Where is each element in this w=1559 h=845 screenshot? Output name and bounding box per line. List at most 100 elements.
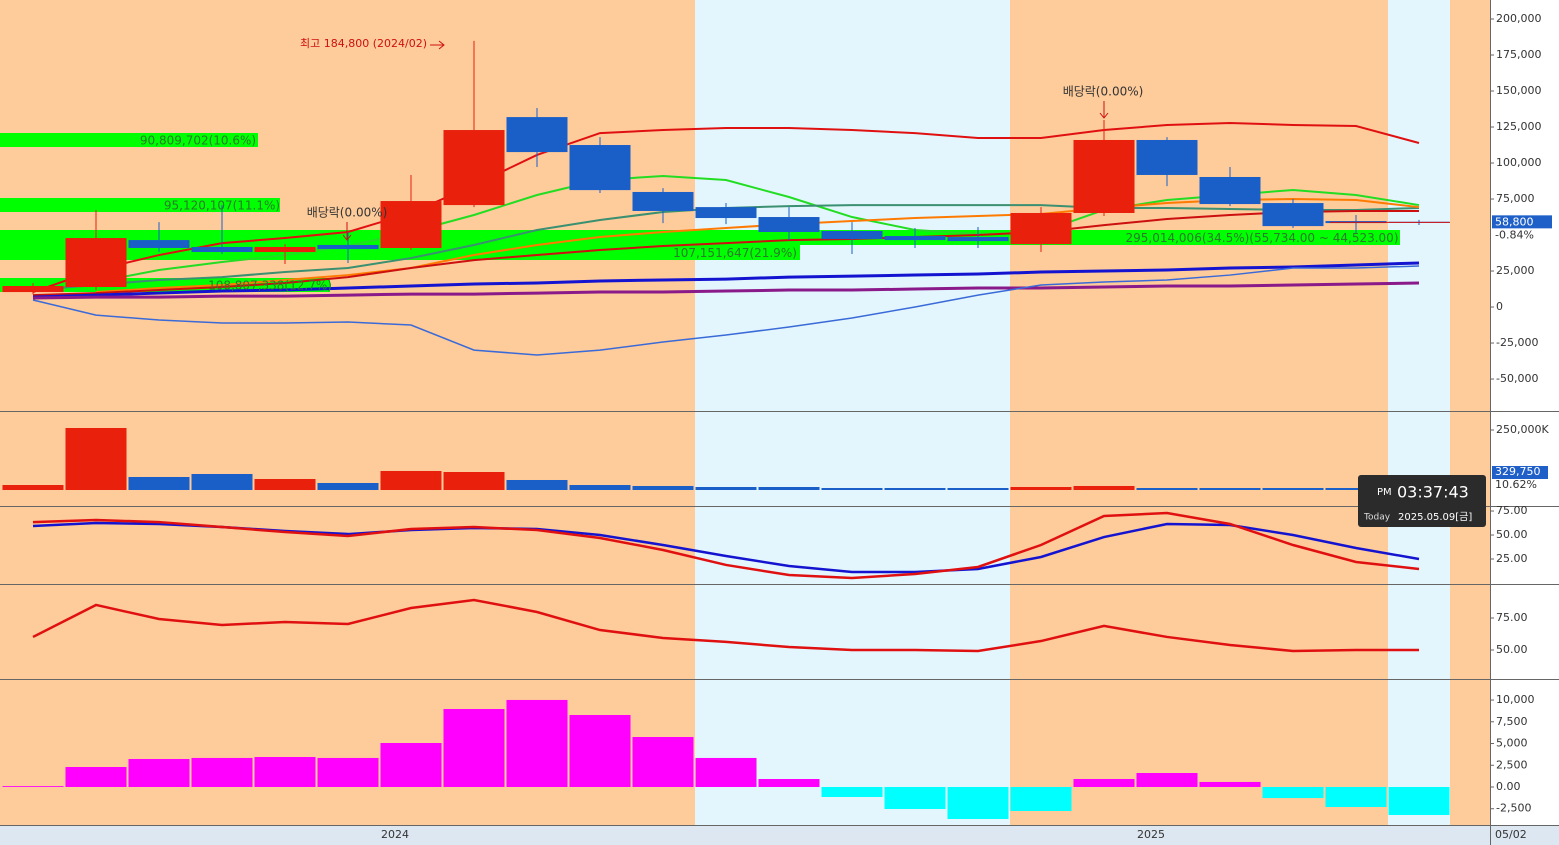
bar [254, 479, 316, 490]
bar [506, 479, 568, 490]
candle-body [1262, 203, 1324, 227]
bar [1136, 773, 1198, 787]
candle-body [1136, 139, 1198, 175]
last-price-badge [1492, 215, 1552, 229]
candle-body [632, 191, 694, 211]
y-tick-label: -25,000 [1496, 336, 1538, 349]
bar [1388, 787, 1450, 815]
bar [1136, 488, 1198, 490]
y-tick-label: 7,500 [1496, 715, 1528, 728]
bar [254, 757, 316, 787]
candle-body [191, 246, 253, 253]
y-tick-label: 50.00 [1496, 528, 1528, 541]
bar [506, 699, 568, 787]
bar [632, 737, 694, 787]
bar [1073, 779, 1135, 787]
y-tick-label: 10,000 [1496, 693, 1535, 706]
moving-average [32, 265, 1420, 356]
moving-average [95, 174, 1420, 283]
y-tick-label: 200,000 [1496, 12, 1542, 25]
bar [884, 488, 946, 490]
annotation-arrow [342, 222, 352, 241]
volume-profile-label: 108,807,338(12.7%) [208, 279, 332, 293]
candle-body [254, 246, 316, 253]
annotation-arrow [430, 40, 445, 50]
y-tick-label: 75,000 [1496, 192, 1535, 205]
candle-body [1199, 176, 1261, 205]
bar [2, 786, 64, 787]
bar [380, 470, 442, 490]
volume-profile-label: 107,151,647(21.9%) [673, 246, 797, 260]
clock-date: 2025.05.09[금] [1398, 511, 1472, 523]
bar [65, 428, 127, 490]
annotation-arrow [1099, 101, 1109, 119]
bar [632, 485, 694, 490]
candle-body [695, 207, 757, 219]
annotation: 배당락(0.00%) [307, 206, 388, 220]
volume-badge [1492, 466, 1548, 479]
y-tick-label: 5,000 [1496, 737, 1528, 750]
last-price-label: 58,800 [1495, 215, 1534, 228]
bar [128, 759, 190, 787]
bar [695, 487, 757, 490]
bar [2, 485, 64, 490]
volume-profile-label: 95,120,107(11.1%) [164, 199, 280, 213]
bar [947, 787, 1009, 819]
bar [1010, 487, 1072, 490]
volume-profile-bar [0, 133, 258, 147]
y-tick-label: 75.00 [1496, 611, 1528, 624]
y-axis: 75.00 50.00 25.00 [1490, 504, 1528, 565]
y-tick-label: -2,500 [1496, 802, 1531, 815]
bar [758, 779, 820, 787]
bar [1199, 488, 1261, 490]
y-tick-label: 100,000 [1496, 156, 1542, 169]
bar [1262, 488, 1324, 490]
bar [758, 487, 820, 490]
candle-body [380, 201, 442, 248]
y-tick-label: 75.00 [1496, 504, 1528, 517]
candle-body [758, 217, 820, 233]
bar [1262, 787, 1324, 799]
annotation: 최고 184,800 (2024/02) [300, 37, 427, 50]
candle-body [65, 238, 127, 288]
y-tick-label: 250,000K [1496, 423, 1549, 436]
y-tick-label: 25.00 [1496, 552, 1528, 565]
candle-body [1010, 212, 1072, 245]
bar [191, 473, 253, 490]
candle-body [128, 240, 190, 248]
clock-ampm: PM [1377, 487, 1392, 498]
moving-average [95, 198, 1420, 294]
volume-badge-label: 329,750 [1495, 465, 1541, 478]
moving-average [32, 261, 1420, 299]
volume-profile-label: 295,014,006(34.5%)(55,734.00 ~ 44,523.00… [1125, 231, 1398, 245]
bar [1073, 485, 1135, 490]
marks: 90,809,702(10.6%) 95,120,107(11.1%) 295,01… [0, 37, 1450, 819]
volume-profile-bar [0, 198, 280, 212]
clock-time: 03:37:43 [1397, 483, 1469, 502]
y-axis: 200,000 175,000 150,000 125,000 100,000 75,00… [1490, 12, 1542, 385]
moving-average [32, 121, 1420, 293]
bar [821, 488, 883, 490]
x-tick-label: 2024 [381, 828, 409, 841]
y-tick-label: 150,000 [1496, 84, 1542, 97]
bar [443, 472, 505, 490]
bar [1325, 787, 1387, 807]
clock-box [1358, 475, 1486, 527]
bar [695, 757, 757, 787]
candle-body [443, 130, 505, 206]
bar [1325, 488, 1387, 490]
y-axis: 10,000 7,500 5,000 2,500 0.00 -2,500 [1490, 693, 1535, 815]
y-tick-label: 2,500 [1496, 758, 1528, 771]
clock: PM 03:37:43 Today 2025.05.09[금] [1358, 475, 1486, 527]
bar [947, 488, 1009, 490]
bar [65, 767, 127, 787]
x-axis-bg [0, 825, 1559, 845]
volume-pct-label: 10.62% [1495, 478, 1537, 491]
clock-today: Today [1363, 513, 1391, 523]
bar [317, 482, 379, 490]
y-axis: 250,000K [1490, 423, 1549, 436]
candle-body [317, 244, 379, 249]
bar [821, 787, 883, 797]
